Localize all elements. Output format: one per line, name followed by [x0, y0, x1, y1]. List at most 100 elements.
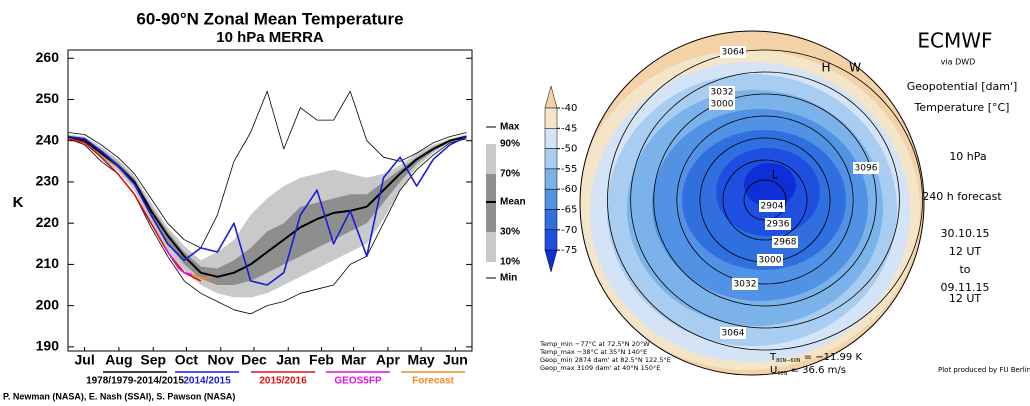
- contour-label-bg: [720, 46, 746, 58]
- map-level: 10 hPa: [949, 150, 986, 163]
- x-tick-label: Feb: [309, 352, 334, 368]
- pressure-marker: H: [821, 61, 830, 75]
- colorbar-segment: [544, 229, 558, 251]
- contour-label: 2936: [767, 220, 790, 230]
- index-value: = −11.99 K: [801, 352, 863, 363]
- y-tick-label: 220: [36, 214, 60, 230]
- series-line: [191, 273, 213, 280]
- map-stat: Geop_min 2874 dam' at 82.5°N 122.5°E: [540, 356, 671, 364]
- contour-label-bg: [757, 254, 783, 266]
- contour-label: 3032: [734, 280, 757, 290]
- contour-label-bg: [732, 278, 758, 290]
- y-tick-label: 250: [36, 90, 60, 106]
- contour-line: [607, 49, 923, 351]
- index-value: = 36.6 m/s: [787, 365, 846, 376]
- key-label: Min: [500, 273, 517, 284]
- colorbar-label: -50: [561, 144, 577, 155]
- colorbar-label: -75: [561, 245, 577, 256]
- contour-label-bg: [853, 162, 879, 174]
- chart-subtitle: 10 hPa MERRA: [216, 29, 324, 46]
- map-stat: Temp_min −77°C at 72.5°N 20°W: [539, 340, 650, 348]
- index-subscript: 60N: [777, 371, 787, 377]
- x-tick-label: Dec: [241, 352, 267, 368]
- contour-label-bg: [709, 86, 735, 98]
- series-line: [68, 135, 467, 286]
- y-tick-label: 190: [36, 338, 60, 354]
- map-date: 12 UT: [949, 292, 982, 305]
- contour-line: [722, 159, 808, 241]
- plot-area: [68, 50, 472, 351]
- map-date: 12 UT: [949, 245, 982, 258]
- colorbar-label: -40: [561, 103, 577, 114]
- contour-label: 3000: [759, 256, 782, 266]
- x-tick-label: Aug: [105, 352, 132, 368]
- map-stat: Geop_max 3109 dam' at 40°N 150°E: [540, 364, 660, 372]
- y-tick-label: 210: [36, 255, 60, 271]
- key-label: Max: [500, 122, 520, 133]
- map-footer: Plot produced by FU Berlin: [938, 366, 1030, 374]
- x-tick-label: Jul: [74, 352, 94, 368]
- x-tick-label: Sep: [140, 352, 166, 368]
- legend-label: 2014/2015: [183, 376, 231, 387]
- colorbar-segment: [544, 128, 558, 149]
- x-tick-label: Jun: [443, 352, 468, 368]
- chart-title: 60-90°N Zonal Mean Temperature: [136, 9, 403, 28]
- colorbar-segment: [544, 148, 558, 170]
- x-tick-label: Oct: [175, 352, 199, 368]
- series-line: [68, 90, 467, 249]
- map-index: T80N−60N = −11.99 K: [769, 352, 862, 364]
- colorbar-segment: [544, 107, 558, 129]
- colorbar-label: -60: [561, 184, 577, 195]
- contour-label-bg: [772, 236, 798, 248]
- colorbar-tip: [544, 85, 558, 109]
- colorbar-tip: [544, 249, 558, 274]
- colorbar-label: -45: [561, 123, 577, 134]
- contour-label: 3096: [855, 164, 878, 174]
- plot-frame: [67, 49, 473, 352]
- x-tick-label: Mar: [341, 352, 366, 368]
- key-label: 30%: [500, 227, 520, 238]
- contour-label: 3000: [711, 100, 734, 110]
- key-label: 90%: [500, 139, 520, 150]
- key-label: Mean: [500, 197, 526, 208]
- y-tick-label: 200: [36, 296, 60, 312]
- map-stat: Temp_max −38°C at 35°N 140°E: [539, 348, 647, 356]
- map-index: U60N = 36.6 m/s: [770, 365, 846, 377]
- map-field: Temperature [°C]: [914, 101, 1010, 114]
- x-tick-label: Nov: [208, 352, 235, 368]
- key-label: 70%: [500, 169, 520, 180]
- y-tick-label: 260: [36, 49, 60, 65]
- colorbar-label: -70: [561, 225, 577, 236]
- map-border: [579, 30, 925, 376]
- map-date: to: [959, 263, 970, 276]
- pressure-marker: L: [772, 168, 779, 182]
- map: [580, 31, 924, 375]
- contour-label: 3064: [722, 329, 745, 339]
- legend-label: 1978/1979-2014/2015: [86, 376, 184, 387]
- y-tick-label: 240: [36, 131, 60, 147]
- credit: P. Newman (NASA), E. Nash (SSAI), S. Paw…: [3, 391, 235, 401]
- series-line: [68, 137, 202, 282]
- legend-label: 2015/2016: [259, 376, 307, 387]
- contour-line: [676, 115, 854, 285]
- x-tick-label: Apr: [376, 352, 401, 368]
- colorbar-label: -65: [561, 205, 577, 216]
- colorbar-segment: [544, 209, 558, 231]
- temperature-field: [744, 163, 796, 207]
- colorbar-segment: [544, 168, 558, 190]
- index-symbol: U: [770, 365, 777, 376]
- percentile-band: [68, 134, 467, 298]
- contour-line: [630, 71, 900, 329]
- y-axis-label: K: [13, 194, 24, 211]
- x-tick-label: Jan: [276, 352, 300, 368]
- map-date: 09.11.15: [941, 281, 990, 294]
- contour-label: 3032: [711, 88, 734, 98]
- index-symbol: T: [769, 352, 777, 363]
- contour-line: [653, 93, 877, 307]
- map-forecast: 240 h forecast: [922, 190, 1002, 203]
- contour-label-bg: [720, 327, 746, 339]
- map-field: Geopotential [dam']: [907, 80, 1018, 93]
- index-subscript: 80N−60N: [776, 358, 801, 364]
- series-line: [164, 247, 193, 276]
